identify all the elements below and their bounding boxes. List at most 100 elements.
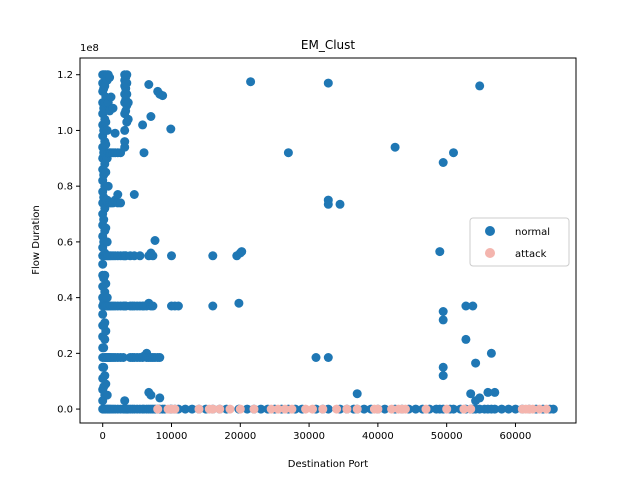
legend: normal attack [469, 217, 570, 267]
attack-point [332, 404, 342, 414]
normal-point [237, 247, 247, 257]
normal-point [187, 404, 197, 414]
y-axis-label: Flow Duration [31, 205, 42, 274]
normal-point [449, 148, 458, 158]
normal-point [135, 251, 145, 261]
normal-point [101, 379, 111, 389]
legend-marker-attack [485, 248, 495, 258]
normal-point [548, 404, 558, 414]
plot-frame [79, 57, 577, 424]
normal-point [167, 251, 176, 261]
points-layer [98, 70, 558, 414]
attack-point [273, 404, 283, 414]
x-axis: 0 10000 20000 30000 40000 50000 60000 [100, 423, 531, 442]
normal-point [139, 148, 149, 158]
normal-point [101, 117, 111, 127]
legend-label-normal: normal [515, 227, 550, 238]
normal-point [158, 91, 168, 101]
normal-point [144, 80, 154, 89]
y-tick-label: 1.2 [57, 70, 73, 81]
normal-point [150, 236, 160, 245]
normal-point [99, 362, 109, 372]
y-axis: 0.0 0.2 0.4 0.6 0.8 1.0 1.2 [57, 70, 80, 416]
normal-point [98, 259, 108, 269]
normal-point [352, 389, 362, 399]
attack-point [466, 404, 476, 414]
normal-point [102, 293, 112, 303]
attack-point [208, 404, 218, 414]
attack-point [528, 404, 538, 414]
normal-point [138, 120, 148, 130]
normal-point [359, 404, 369, 414]
x-tick-label: 50000 [431, 431, 463, 442]
normal-point [102, 390, 112, 400]
attack-point [153, 404, 163, 414]
attack-point [352, 404, 362, 414]
y-tick-label: 0.6 [57, 237, 73, 248]
normal-point [461, 334, 471, 344]
normal-point [466, 389, 476, 399]
normal-point [101, 279, 111, 289]
legend-marker-normal [485, 226, 495, 236]
normal-point [113, 190, 123, 199]
normal-point [323, 78, 333, 88]
normal-point [155, 393, 165, 403]
normal-point [256, 404, 266, 414]
normal-point [123, 114, 133, 124]
normal-point [435, 247, 445, 257]
legend-label-attack: attack [515, 249, 547, 260]
normal-point [475, 81, 485, 91]
normal-point [106, 92, 116, 102]
normal-point [148, 301, 158, 311]
normal-point [103, 181, 113, 191]
x-tick-label: 10000 [156, 431, 188, 442]
normal-point [486, 348, 496, 358]
normal-point [438, 307, 448, 316]
y-tick-label: 0.2 [57, 349, 73, 360]
normal-point [146, 112, 156, 121]
normal-point [155, 353, 165, 362]
attack-point [373, 404, 383, 414]
normal-point [110, 128, 120, 138]
normal-point [122, 89, 132, 99]
attack-point [318, 404, 328, 414]
normal-point [120, 142, 130, 152]
normal-point [166, 124, 176, 134]
normal-point [411, 404, 421, 414]
normal-point [483, 387, 493, 397]
attack-point [535, 404, 544, 414]
attack-point [387, 404, 397, 414]
attack-point [170, 404, 180, 414]
normal-point [105, 73, 115, 82]
attack-point [400, 404, 410, 414]
attack-point [225, 404, 235, 414]
normal-point [475, 393, 485, 403]
normal-point [208, 301, 218, 311]
normal-point [120, 125, 130, 135]
normal-point [100, 371, 110, 381]
normal-point [101, 139, 111, 149]
normal-point [129, 190, 139, 199]
normal-point [180, 404, 190, 414]
x-axis-label: Destination Port [288, 459, 368, 470]
normal-point [497, 404, 507, 414]
normal-point [380, 404, 390, 414]
normal-point [99, 343, 109, 353]
normal-point [100, 270, 110, 280]
attack-point [249, 404, 259, 414]
normal-point [148, 251, 158, 261]
normal-point [123, 98, 133, 108]
normal-point [122, 70, 132, 80]
normal-point [146, 390, 156, 400]
normal-point [100, 334, 110, 344]
attack-point [215, 404, 225, 414]
y-tick-label: 0.8 [57, 182, 73, 193]
x-tick-label: 20000 [224, 431, 256, 442]
normal-point [101, 167, 111, 177]
normal-point [323, 199, 333, 209]
normal-point [246, 77, 256, 87]
x-tick-label: 0 [100, 431, 106, 442]
normal-point [118, 353, 128, 362]
normal-point [283, 148, 293, 158]
normal-point [102, 237, 112, 247]
